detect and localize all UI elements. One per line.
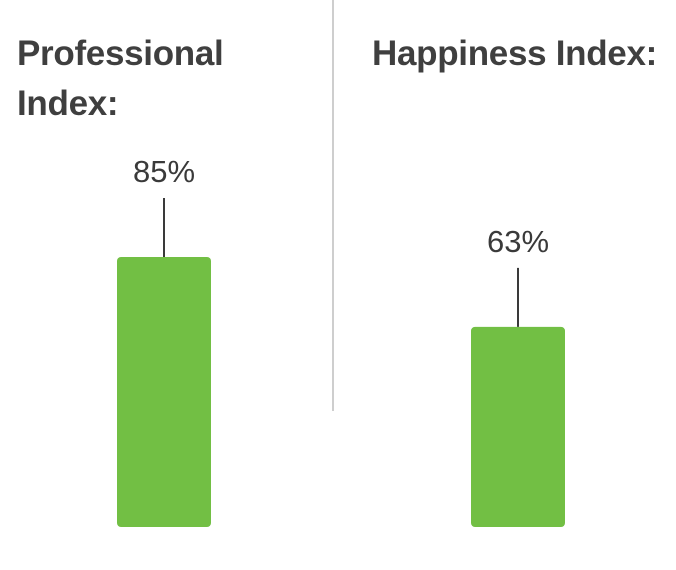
happiness-index-title: Happiness Index:: [372, 34, 657, 73]
happiness-index-value-label: 63%: [487, 224, 549, 259]
happiness-index-bar: [471, 326, 565, 527]
professional-index-value-label: 85%: [133, 154, 195, 189]
professional-index-bar: [117, 257, 211, 527]
professional-index-title: Professional Index:: [17, 34, 224, 123]
